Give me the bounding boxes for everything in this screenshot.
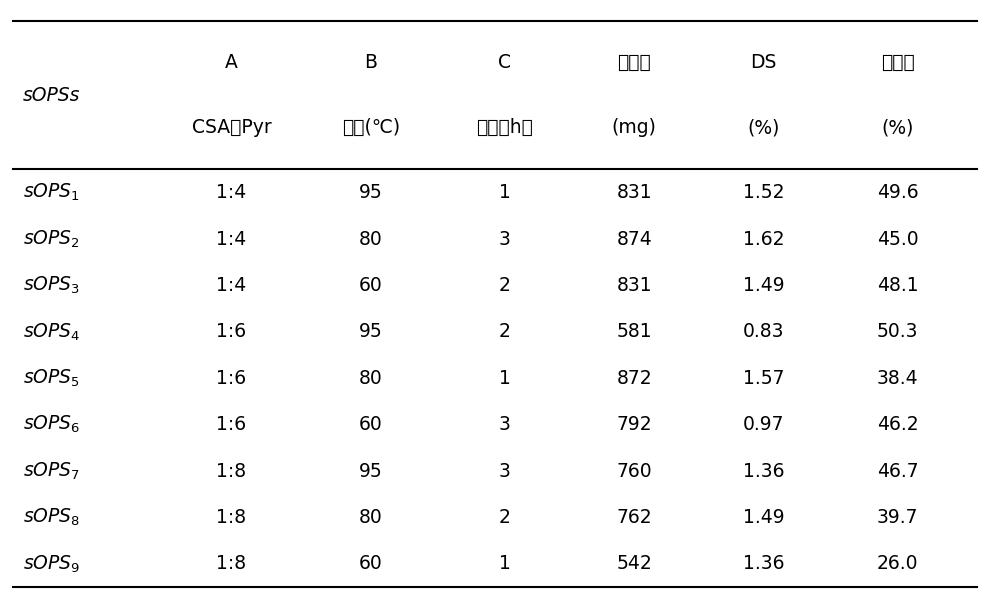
Text: 49.6: 49.6: [877, 183, 919, 202]
Text: 1.36: 1.36: [743, 554, 784, 573]
Text: 26.0: 26.0: [877, 554, 919, 573]
Text: 95: 95: [359, 461, 383, 480]
Text: 831: 831: [616, 276, 652, 295]
Text: $\mathit{sOPS}_{2}$: $\mathit{sOPS}_{2}$: [23, 229, 80, 250]
Text: 48.1: 48.1: [877, 276, 919, 295]
Text: 1:6: 1:6: [216, 322, 247, 341]
Text: 2: 2: [499, 508, 511, 527]
Text: 60: 60: [359, 554, 383, 573]
Text: 1:8: 1:8: [216, 554, 247, 573]
Text: 1:8: 1:8: [216, 508, 247, 527]
Text: 45.0: 45.0: [877, 229, 919, 249]
Text: sOPSs: sOPSs: [23, 86, 80, 105]
Text: 产物量: 产物量: [617, 53, 651, 72]
Text: 2: 2: [499, 276, 511, 295]
Text: 581: 581: [616, 322, 652, 341]
Text: 时间（h）: 时间（h）: [477, 119, 533, 137]
Text: $\mathit{sOPS}_{5}$: $\mathit{sOPS}_{5}$: [23, 368, 80, 389]
Text: 1:6: 1:6: [216, 369, 247, 388]
Text: 95: 95: [359, 183, 383, 202]
Text: $\mathit{sOPS}_{7}$: $\mathit{sOPS}_{7}$: [23, 460, 80, 482]
Text: (%): (%): [882, 119, 914, 137]
Text: 1.57: 1.57: [743, 369, 784, 388]
Text: 2: 2: [499, 322, 511, 341]
Text: 1: 1: [499, 183, 511, 202]
Text: 1: 1: [499, 369, 511, 388]
Text: 1:4: 1:4: [216, 229, 247, 249]
Text: 稳定(℃): 稳定(℃): [342, 119, 400, 137]
Text: 1.36: 1.36: [743, 461, 784, 480]
Text: A: A: [225, 53, 238, 72]
Text: $\mathit{sOPS}_{6}$: $\mathit{sOPS}_{6}$: [23, 414, 80, 435]
Text: 50.3: 50.3: [877, 322, 919, 341]
Text: 1: 1: [499, 554, 511, 573]
Text: CSA：Pyr: CSA：Pyr: [192, 119, 271, 137]
Text: 1:8: 1:8: [216, 461, 247, 480]
Text: $\mathit{sOPS}_{8}$: $\mathit{sOPS}_{8}$: [23, 507, 80, 528]
Text: 872: 872: [616, 369, 652, 388]
Text: 1.49: 1.49: [743, 276, 784, 295]
Text: $\mathit{sOPS}_{3}$: $\mathit{sOPS}_{3}$: [23, 275, 80, 296]
Text: 80: 80: [359, 229, 383, 249]
Text: $\mathit{sOPS}_{9}$: $\mathit{sOPS}_{9}$: [23, 553, 80, 575]
Text: 1:6: 1:6: [216, 415, 247, 434]
Text: 3: 3: [499, 415, 511, 434]
Text: 95: 95: [359, 322, 383, 341]
Text: 60: 60: [359, 276, 383, 295]
Text: 831: 831: [616, 183, 652, 202]
Text: 80: 80: [359, 508, 383, 527]
Text: 1.49: 1.49: [743, 508, 784, 527]
Text: C: C: [498, 53, 511, 72]
Text: 0.97: 0.97: [743, 415, 784, 434]
Text: 1.62: 1.62: [743, 229, 784, 249]
Text: 46.7: 46.7: [877, 461, 919, 480]
Text: 0.83: 0.83: [743, 322, 784, 341]
Text: 1:4: 1:4: [216, 276, 247, 295]
Text: 760: 760: [616, 461, 652, 480]
Text: 874: 874: [616, 229, 652, 249]
Text: $\mathit{sOPS}_{4}$: $\mathit{sOPS}_{4}$: [23, 321, 80, 342]
Text: 39.7: 39.7: [877, 508, 919, 527]
Text: 80: 80: [359, 369, 383, 388]
Text: 792: 792: [616, 415, 652, 434]
Text: (%): (%): [747, 119, 780, 137]
Text: (mg): (mg): [612, 119, 657, 137]
Text: 762: 762: [616, 508, 652, 527]
Text: 糖含量: 糖含量: [881, 53, 915, 72]
Text: 542: 542: [616, 554, 652, 573]
Text: B: B: [364, 53, 377, 72]
Text: DS: DS: [750, 53, 777, 72]
Text: 1.52: 1.52: [743, 183, 784, 202]
Text: 3: 3: [499, 461, 511, 480]
Text: 38.4: 38.4: [877, 369, 919, 388]
Text: $\mathit{sOPS}_{1}$: $\mathit{sOPS}_{1}$: [23, 182, 80, 203]
Text: 3: 3: [499, 229, 511, 249]
Text: 1:4: 1:4: [216, 183, 247, 202]
Text: 60: 60: [359, 415, 383, 434]
Text: 46.2: 46.2: [877, 415, 919, 434]
